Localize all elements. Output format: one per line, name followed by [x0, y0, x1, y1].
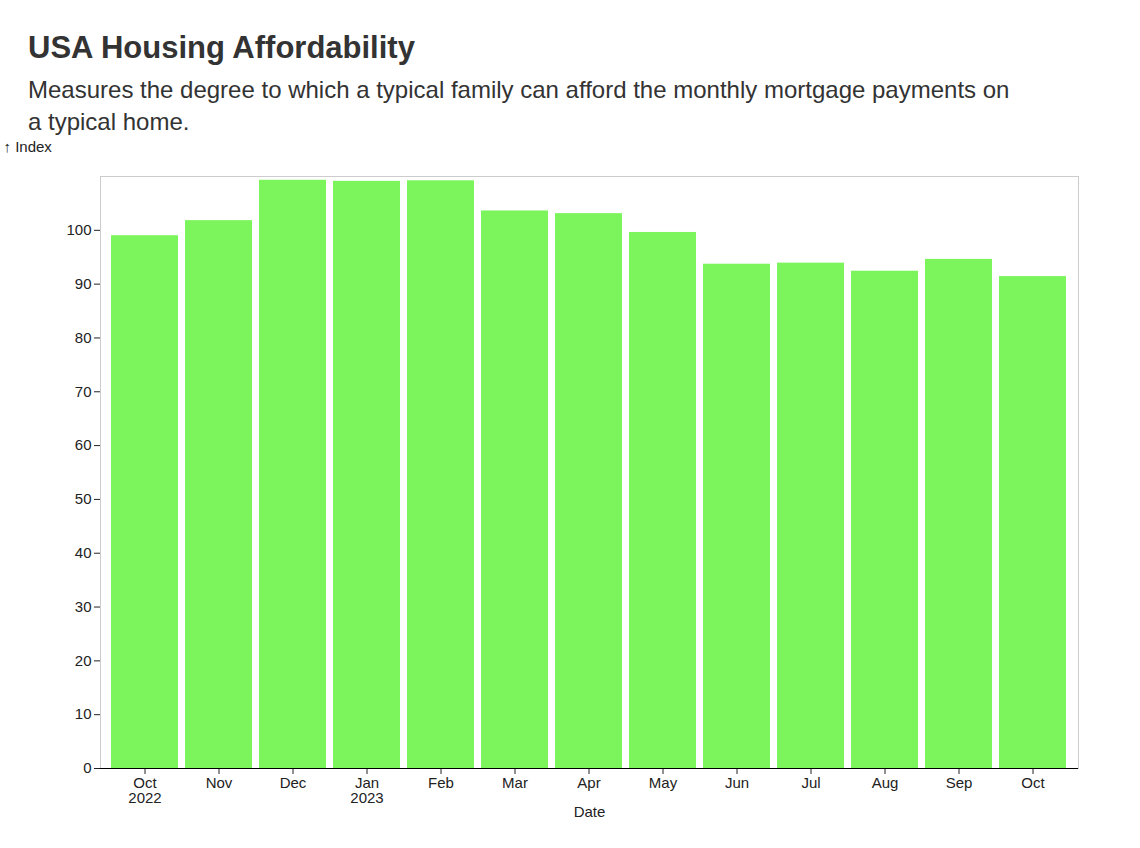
svg-text:100: 100: [66, 221, 91, 238]
svg-text:80: 80: [75, 329, 92, 346]
svg-text:40: 40: [75, 544, 92, 561]
svg-text:70: 70: [75, 383, 92, 400]
svg-text:Oct: Oct: [1021, 774, 1045, 791]
svg-text:Jan2023: Jan2023: [350, 774, 383, 806]
svg-text:Jul: Jul: [801, 774, 820, 791]
svg-text:May: May: [649, 774, 678, 791]
svg-text:Apr: Apr: [577, 774, 600, 791]
svg-text:Aug: Aug: [872, 774, 899, 791]
html-text:Measures the degree to which a: Measures the degree to which a typical f…: [28, 76, 1010, 135]
svg-text:Nov: Nov: [206, 774, 233, 791]
svg-text:50: 50: [75, 490, 92, 507]
svg-text:Oct2022: Oct2022: [128, 774, 161, 806]
svg-text:Mar: Mar: [502, 774, 528, 791]
svg-text:Feb: Feb: [428, 774, 454, 791]
svg-text:20: 20: [75, 652, 92, 669]
svg-text:10: 10: [75, 705, 92, 722]
svg-text:30: 30: [75, 598, 92, 615]
svg-text:Sep: Sep: [946, 774, 973, 791]
svg-text:60: 60: [75, 436, 92, 453]
svg-text:Jun: Jun: [725, 774, 749, 791]
html-text:USA Housing Affordability: USA Housing Affordability: [28, 30, 415, 65]
svg-text:Dec: Dec: [280, 774, 307, 791]
svg-text:90: 90: [75, 275, 92, 292]
svg-text:0: 0: [83, 759, 91, 776]
svg-text:↑ Index: ↑ Index: [4, 138, 53, 155]
svg-text:Date: Date: [574, 803, 606, 820]
